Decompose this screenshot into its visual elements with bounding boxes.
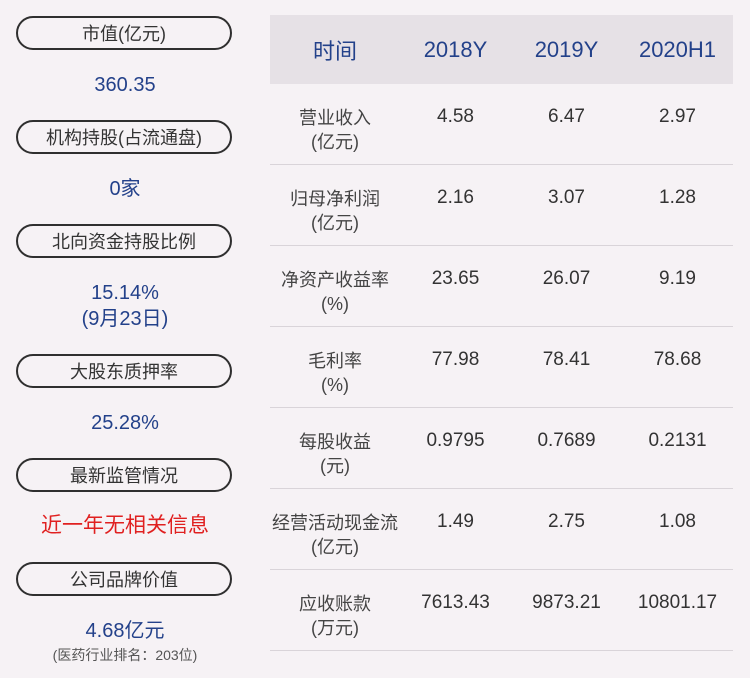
market-cap-label: 市值(亿元) [16,16,232,50]
value-2018y: 2.16 [437,187,474,208]
value-2019y: 3.07 [548,187,585,208]
regulatory-status-label: 最新监管情况 [16,458,232,492]
metric-unit: (元) [320,456,350,476]
value-2018y: 0.9795 [426,430,485,451]
value-2020h1: 78.68 [653,349,702,370]
value-2019y: 0.7689 [537,430,596,451]
value-2020h1: 9.19 [659,268,696,289]
metric-unit: (亿元) [311,537,359,557]
value-2019y: 2.75 [548,511,585,532]
row-label: 应收账款 (万元) [270,570,400,650]
metric-unit: (亿元) [311,132,359,152]
header-2019y: 2019Y [534,36,599,62]
metric-unit: (%) [321,294,349,314]
pledge-ratio-label: 大股东质押率 [16,354,232,388]
metric-name: 应收账款 [299,594,371,614]
institutional-holding-value: 0家 [109,178,141,200]
row-label: 归母净利润 (亿元) [270,165,400,245]
northbound-ratio-date: (9月23日) [81,308,169,330]
row-label: 净资产收益率 (%) [270,246,400,326]
metric-name: 归母净利润 [290,189,380,209]
value-2018y: 1.49 [437,511,474,532]
brand-value-value: 4.68亿元 [85,620,165,642]
header-2020h1: 2020H1 [638,36,717,62]
value-2020h1: 1.08 [659,511,696,532]
value-2020h1: 0.2131 [648,430,707,451]
value-2020h1: 1.28 [659,187,696,208]
brand-value-label: 公司品牌价值 [16,562,232,596]
table-row: 净资产收益率 (%) 23.65 26.07 9.19 [270,246,733,327]
row-label: 每股收益 (元) [270,408,400,488]
pledge-ratio-value: 25.28% [91,412,159,434]
value-2018y: 7613.43 [421,592,490,613]
value-2018y: 23.65 [431,268,480,289]
institutional-holding-label: 机构持股(占流通盘) [16,120,232,154]
market-cap-value: 360.35 [94,74,156,96]
financial-table: 时间 2018Y 2019Y 2020H1 营业收入 (亿元) 4.58 6.47… [270,15,733,651]
table-row: 应收账款 (万元) 7613.43 9873.21 10801.17 [270,570,733,651]
value-2020h1: 10801.17 [637,592,718,613]
metric-name: 毛利率 [308,351,362,371]
value-2019y: 9873.21 [532,592,601,613]
value-2019y: 6.47 [548,106,585,127]
metric-name: 净资产收益率 [281,270,389,290]
table-row: 经营活动现金流 (亿元) 1.49 2.75 1.08 [270,489,733,570]
value-2018y: 77.98 [431,349,480,370]
regulatory-status-value: 近一年无相关信息 [41,514,209,537]
northbound-ratio-value: 15.14% [91,282,159,304]
brand-value-rank: (医药行业排名：203位) [52,647,198,663]
table-row: 毛利率 (%) 77.98 78.41 78.68 [270,327,733,408]
northbound-ratio-label: 北向资金持股比例 [16,224,232,258]
metric-unit: (万元) [311,618,359,638]
table-row: 归母净利润 (亿元) 2.16 3.07 1.28 [270,165,733,246]
metric-unit: (%) [321,375,349,395]
table-row: 营业收入 (亿元) 4.58 6.47 2.97 [270,84,733,165]
row-label: 营业收入 (亿元) [270,84,400,164]
header-time: 时间 [312,38,357,64]
table-header: 时间 2018Y 2019Y 2020H1 [270,15,733,84]
table-row: 每股收益 (元) 0.9795 0.7689 0.2131 [270,408,733,489]
metric-name: 每股收益 [299,432,371,452]
value-2020h1: 2.97 [659,106,696,127]
value-2019y: 78.41 [542,349,591,370]
value-2019y: 26.07 [542,268,591,289]
value-2018y: 4.58 [437,106,474,127]
metric-unit: (亿元) [311,213,359,233]
metric-name: 经营活动现金流 [272,513,398,533]
row-label: 毛利率 (%) [270,327,400,407]
metric-name: 营业收入 [299,108,371,128]
header-2018y: 2018Y [423,36,488,62]
row-label: 经营活动现金流 (亿元) [270,489,400,569]
